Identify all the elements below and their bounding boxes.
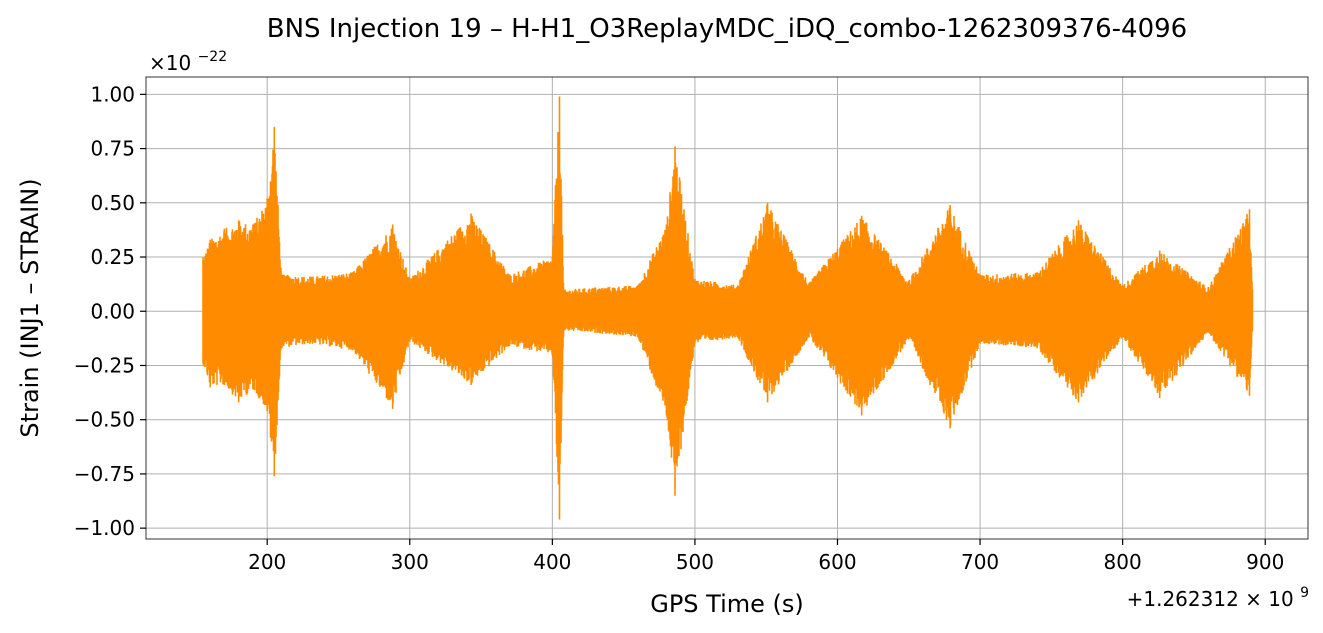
x-offset-label: +1.262312 × 10 9 bbox=[1127, 585, 1309, 611]
x-tick-label: 900 bbox=[1246, 550, 1284, 574]
y-tick-label: 0.50 bbox=[90, 191, 135, 215]
y-axis-label: Strain (INJ1 – STRAIN) bbox=[16, 178, 44, 437]
x-tick-label: 700 bbox=[961, 550, 999, 574]
series-line bbox=[202, 96, 1254, 520]
x-tick-label: 600 bbox=[818, 550, 856, 574]
tick-layer: 200 300 400 500 600 700 800 900 1.00 0.75 0.50 0.25… bbox=[74, 82, 1285, 574]
x-tick-label: 400 bbox=[533, 550, 571, 574]
x-offset-base: +1.262312 × 10 bbox=[1127, 587, 1294, 611]
x-tick-label: 500 bbox=[676, 550, 714, 574]
x-tick-label: 800 bbox=[1104, 550, 1142, 574]
y-tick-label: −0.75 bbox=[74, 462, 135, 486]
y-tick-label: 0.00 bbox=[90, 299, 135, 323]
y-tick-label: 0.75 bbox=[90, 137, 135, 161]
x-tick-label: 300 bbox=[391, 550, 429, 574]
chart-title: BNS Injection 19 – H-H1_O3ReplayMDC_iDQ_… bbox=[267, 14, 1187, 44]
x-offset-exponent: 9 bbox=[1300, 585, 1309, 601]
y-tick-label: −0.50 bbox=[74, 408, 135, 432]
x-tick-label: 200 bbox=[248, 550, 286, 574]
y-scale-exponent: −22 bbox=[198, 49, 228, 65]
y-tick-label: 1.00 bbox=[90, 82, 135, 106]
plot-frame bbox=[145, 76, 1309, 540]
x-axis-label: GPS Time (s) bbox=[650, 590, 804, 618]
y-scale-base: ×10 bbox=[149, 51, 191, 75]
y-tick-label: −0.25 bbox=[74, 353, 135, 377]
y-scale-label: ×10 −22 bbox=[149, 49, 227, 75]
y-tick-label: −1.00 bbox=[74, 516, 135, 540]
y-tick-label: 0.25 bbox=[90, 245, 135, 269]
data-layer bbox=[202, 96, 1254, 520]
